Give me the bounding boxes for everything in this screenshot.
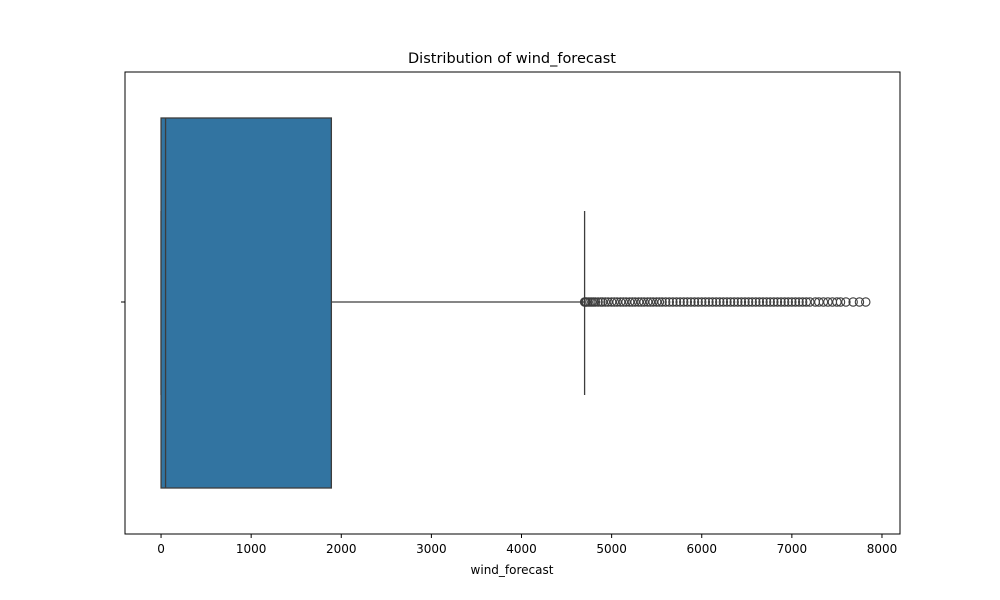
outlier-point [693, 297, 703, 307]
outlier-point [627, 297, 638, 307]
outlier-point [790, 297, 801, 307]
outlier-point [671, 297, 682, 307]
outlier-point [776, 297, 786, 307]
outlier-point [642, 297, 653, 307]
outlier-point [761, 297, 772, 307]
outlier-point [682, 297, 693, 307]
outlier-point [707, 297, 718, 307]
outlier-point [743, 297, 754, 307]
outlier-point [718, 297, 729, 307]
outlier-point [711, 297, 721, 307]
outlier-point [615, 297, 626, 307]
x-tick-label: 6000 [686, 542, 717, 556]
outlier-point [678, 297, 689, 307]
outlier-point [758, 297, 768, 307]
outlier-point [765, 297, 775, 307]
outlier-point [618, 297, 629, 307]
outlier-point [805, 297, 815, 307]
outlier-point [797, 297, 808, 307]
x-tick-label: 5000 [596, 542, 627, 556]
axes-frame [124, 71, 901, 535]
outlier-point [675, 297, 685, 307]
outlier-point [686, 297, 696, 307]
outlier-point [593, 297, 603, 307]
outlier-point [633, 297, 644, 307]
outlier-point [612, 297, 622, 307]
outlier-point [835, 297, 846, 307]
outlier-point [621, 297, 631, 307]
outlier-point [689, 297, 700, 307]
outlier-point [639, 297, 649, 307]
x-tick-label: 3000 [416, 542, 447, 556]
box-iqr [160, 117, 333, 489]
outlier-point [841, 297, 851, 307]
outlier-point [801, 297, 812, 307]
outlier-point [754, 297, 765, 307]
outlier-point [747, 297, 757, 307]
outlier-point [736, 297, 747, 307]
outlier-point [832, 297, 842, 307]
outlier-point [648, 297, 658, 307]
outlier-point [783, 297, 794, 307]
outlier-point [818, 297, 829, 307]
outlier-point [606, 297, 617, 307]
outlier-point [729, 297, 739, 307]
outlier-point [861, 297, 871, 307]
outlier-point [787, 297, 797, 307]
outlier-point [636, 297, 647, 307]
outlier-point [609, 297, 620, 307]
x-tick-label: 0 [157, 542, 165, 556]
outlier-point [654, 297, 665, 307]
outlier-point [645, 297, 656, 307]
outlier-point [657, 297, 667, 307]
x-tick-label: 2000 [326, 542, 357, 556]
outlier-point [772, 297, 783, 307]
outlier-point [814, 297, 824, 307]
outlier-point [725, 297, 736, 307]
outlier-point [854, 297, 865, 307]
outlier-point [722, 297, 732, 307]
x-axis-title: wind_forecast [471, 563, 554, 577]
x-tick-label: 7000 [777, 542, 808, 556]
outlier-point [751, 297, 761, 307]
outlier-point [668, 297, 678, 307]
plot-area [160, 117, 871, 489]
outlier-point [696, 297, 707, 307]
x-tick-label: 1000 [236, 542, 267, 556]
outlier-point [740, 297, 750, 307]
outlier-point [600, 297, 611, 307]
outlier-point [590, 297, 601, 307]
outlier-point [794, 297, 804, 307]
outlier-point [624, 297, 635, 307]
outlier-point [603, 297, 613, 307]
outlier-point [733, 297, 743, 307]
chart-title: Distribution of wind_forecast [408, 51, 616, 67]
outlier-point [704, 297, 714, 307]
x-tick-label: 4000 [506, 542, 537, 556]
x-axis: 0 1000 2000 3000 4000 5000 6000 7000 8000 [157, 534, 897, 556]
outlier-point [848, 297, 858, 307]
x-tick-label: 8000 [867, 542, 898, 556]
outlier-point [700, 297, 711, 307]
outlier-point [664, 297, 675, 307]
outlier-point [779, 297, 790, 307]
outlier-point [660, 297, 671, 307]
outlier-point [630, 297, 640, 307]
outlier-point [715, 297, 725, 307]
outlier-point [651, 297, 662, 307]
outlier-point [597, 297, 608, 307]
outlier-point [823, 297, 833, 307]
outlier-point [769, 297, 779, 307]
